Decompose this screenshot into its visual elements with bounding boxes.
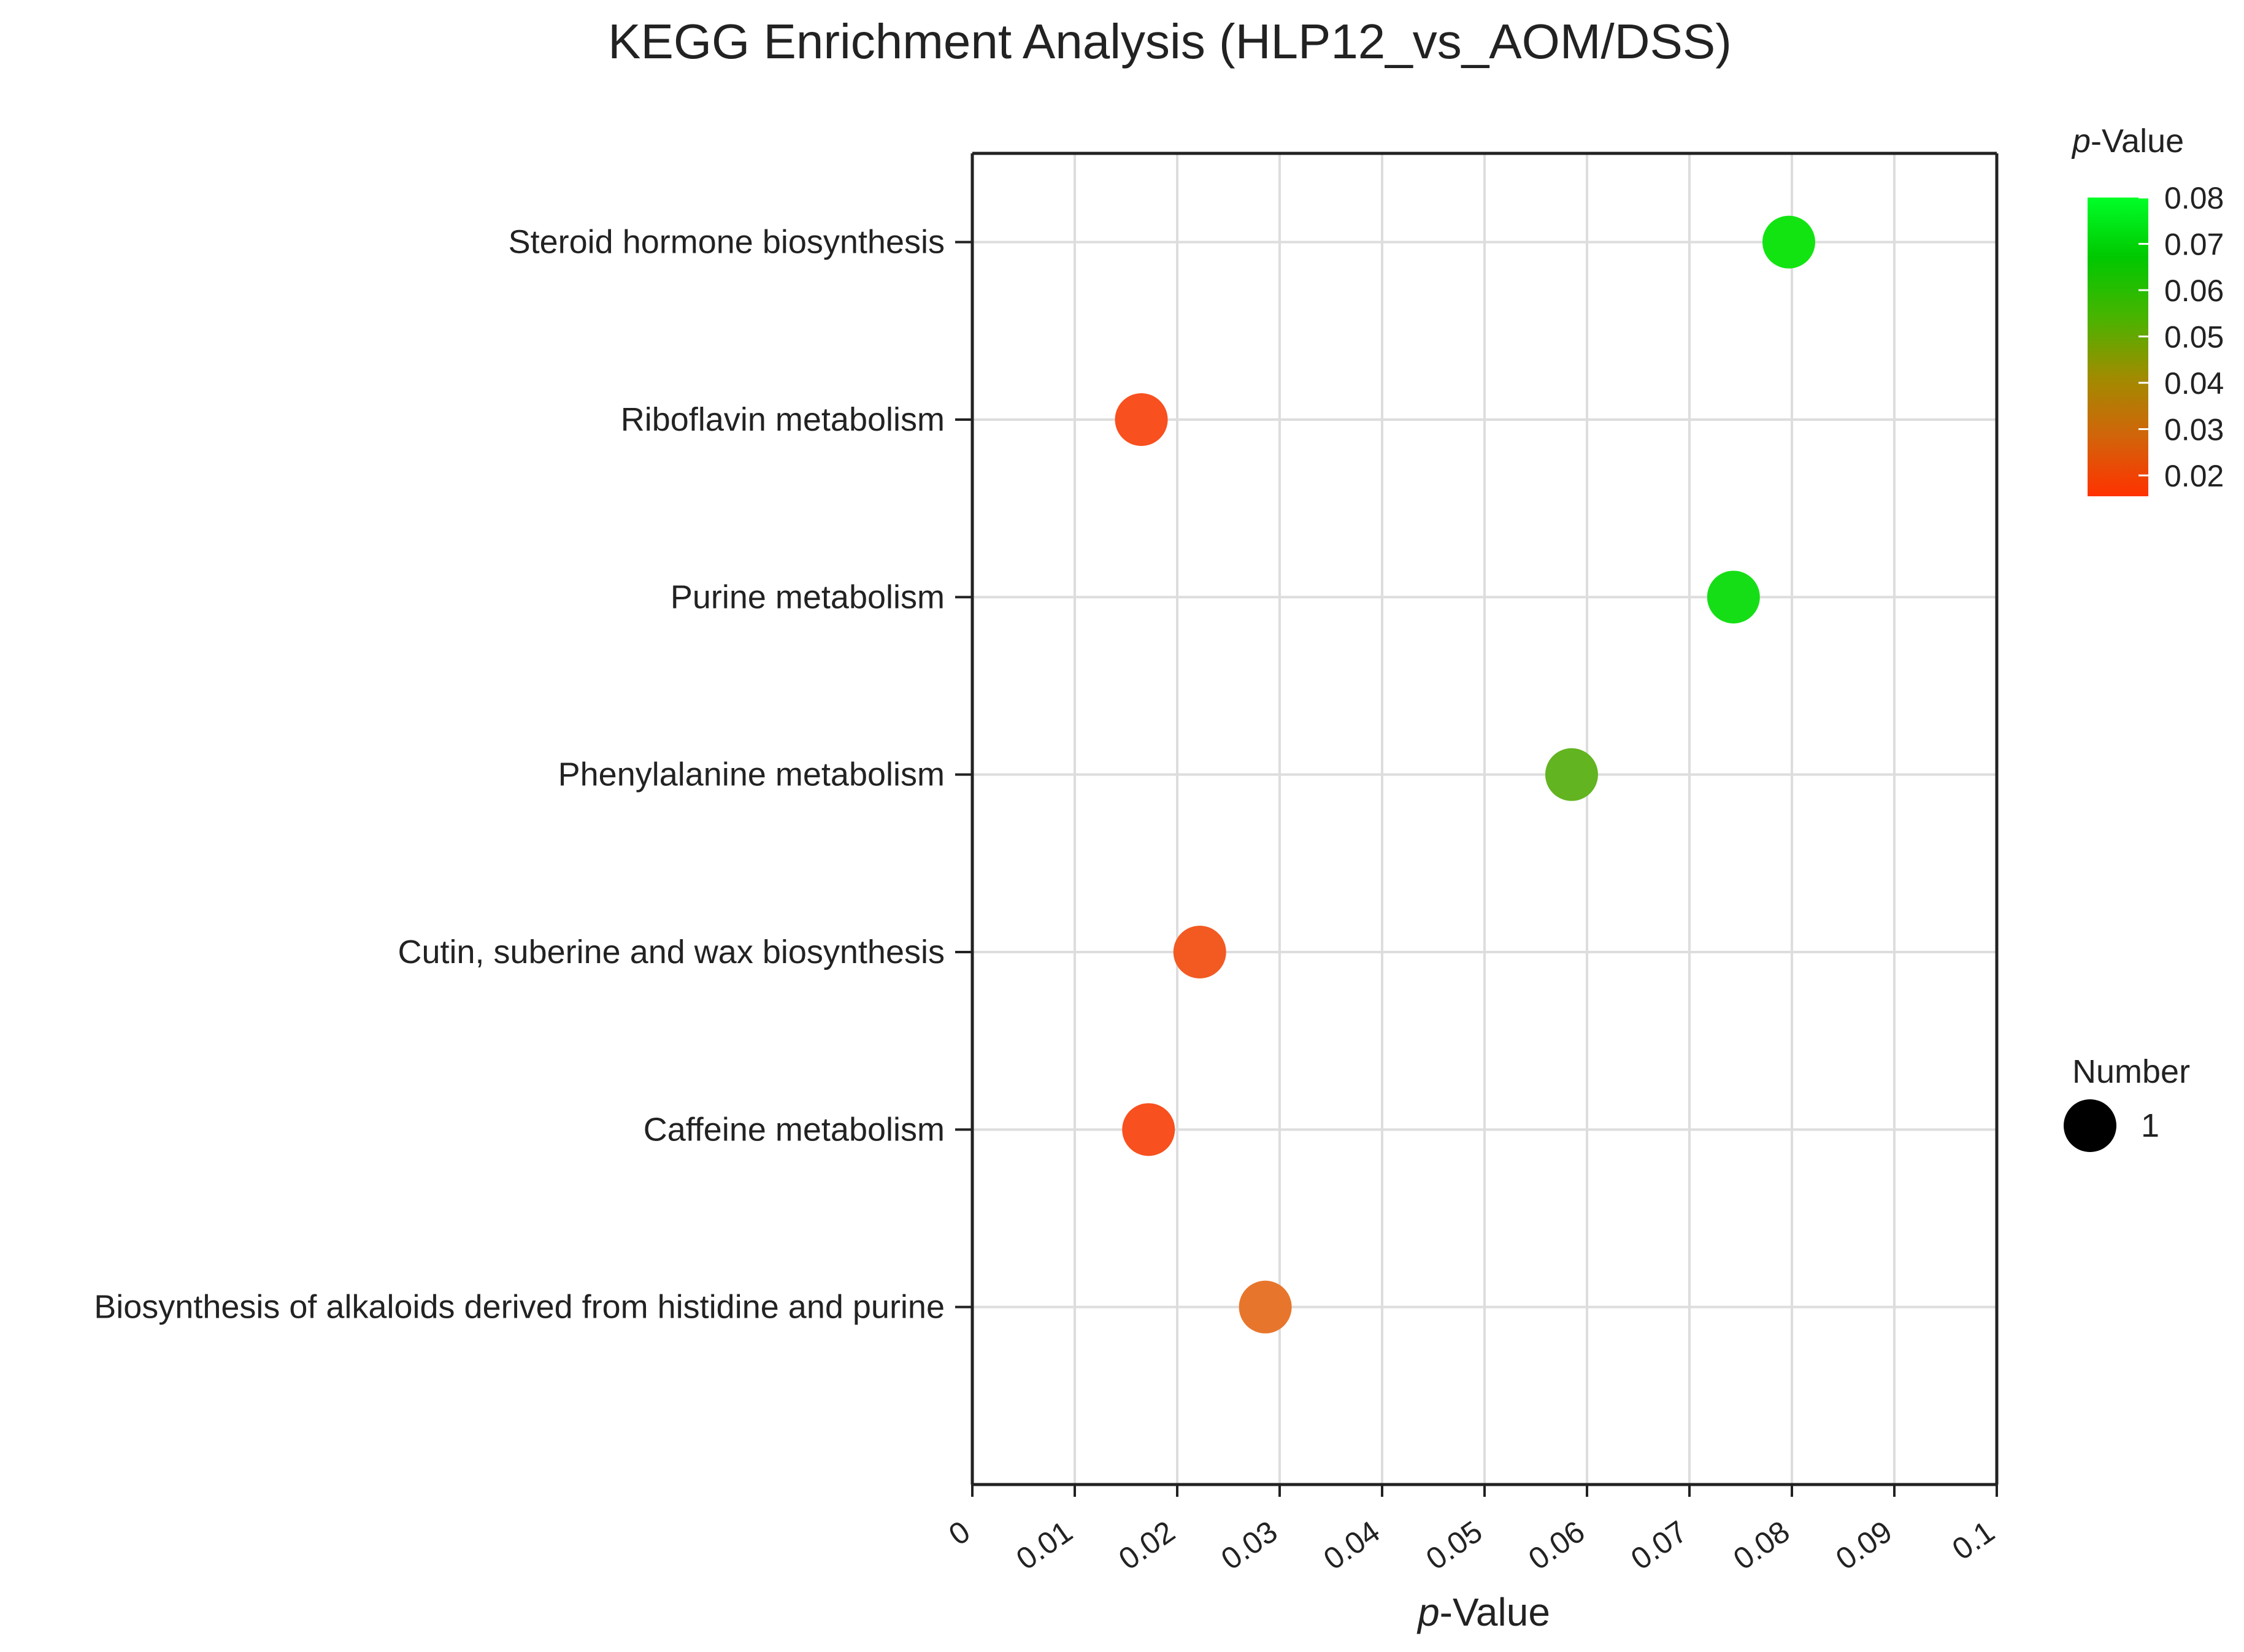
grid [972,153,1998,1485]
x-axis-label-italic: p [1416,1590,1440,1634]
y-axis-ticks: Steroid hormone biosynthesis Riboflavin m… [94,224,972,1326]
color-legend-tick-label: 0.07 [2164,228,2224,262]
x-tick-label: 0.08 [1727,1514,1796,1577]
y-tick-label: Caffeine metabolism [644,1111,945,1148]
x-tick-label: 0.06 [1522,1514,1591,1577]
data-point [1115,393,1168,446]
x-tick-label: 0.03 [1215,1514,1283,1577]
x-tick-label: 0.05 [1420,1514,1488,1577]
color-legend-tick-label: 0.05 [2164,320,2224,355]
x-tick-label: 0.07 [1624,1514,1693,1577]
axes [970,152,1999,1486]
color-legend-title: p-Value [2071,123,2184,159]
pvalue-color-legend: p-Value 0.08 0.07 0.06 0.05 0.04 0.03 0.02 [2071,123,2224,496]
y-tick-label: Cutin, suberine and wax biosynthesis [398,934,945,970]
x-axis-ticks: 0 0.01 0.02 0.03 0.04 0.05 0.06 0.07 0.08 0.09 0.1 [942,1485,2000,1577]
color-legend-tick-label: 0.04 [2164,366,2224,401]
data-point [1239,1280,1292,1334]
x-axis-label-rest: -Value [1440,1590,1550,1634]
data-points [1115,215,1815,1334]
x-tick-label: 0.04 [1317,1514,1386,1577]
color-legend-ticks: 0.08 0.07 0.06 0.05 0.04 0.03 0.02 [2138,181,2224,493]
data-point [1762,215,1815,269]
size-legend-title: Number [2072,1053,2190,1090]
x-tick-label: 0.02 [1112,1514,1181,1577]
data-point [1173,926,1226,978]
chart-title: KEGG Enrichment Analysis (HLP12_vs_AOM/D… [608,14,1732,69]
size-legend-entries: 1 [2064,1099,2159,1152]
size-legend-marker [2064,1099,2116,1152]
color-legend-title-italic: p [2071,123,2091,159]
data-point [1707,571,1760,624]
y-tick-label: Steroid hormone biosynthesis [509,224,945,261]
y-tick-label: Biosynthesis of alkaloids derived from h… [94,1289,945,1326]
x-tick-label: 0.1 [1946,1514,2000,1567]
color-legend-tick-label: 0.03 [2164,413,2224,447]
data-point [1122,1103,1175,1156]
x-axis-label: p-Value [1416,1590,1550,1634]
x-tick-label: 0.09 [1829,1514,1898,1577]
x-tick-label: 0.01 [1010,1514,1078,1577]
color-legend-tick-label: 0.02 [2164,459,2224,493]
color-legend-title-rest: -Value [2091,123,2184,159]
y-tick-label: Phenylalanine metabolism [558,756,945,793]
color-legend-tick-label: 0.06 [2164,274,2224,308]
color-legend-bar [2088,198,2148,496]
y-tick-label: Riboflavin metabolism [621,401,945,438]
size-legend-label: 1 [2141,1107,2159,1144]
y-tick-label: Purine metabolism [671,578,945,615]
color-legend-tick-label: 0.08 [2164,181,2224,215]
x-tick-label: 0 [942,1514,976,1552]
number-size-legend: Number 1 [2064,1053,2190,1152]
data-point [1545,748,1598,801]
